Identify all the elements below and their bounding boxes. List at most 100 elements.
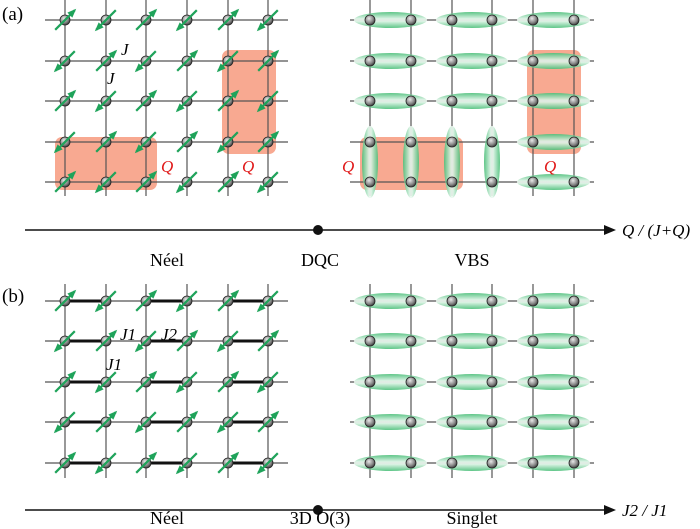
spin-arrow-icon bbox=[175, 452, 198, 475]
lattice-site bbox=[405, 295, 417, 307]
lattice-site bbox=[568, 376, 580, 388]
spin-arrow-icon bbox=[175, 9, 198, 32]
lattice-site bbox=[405, 95, 417, 107]
spin-arrow-head bbox=[94, 184, 104, 194]
spin-arrow-icon bbox=[176, 49, 199, 72]
coupling-label-j1-vertical: J1 bbox=[106, 355, 122, 374]
lattice-site bbox=[405, 416, 417, 428]
spin-arrow-icon bbox=[54, 451, 77, 474]
spin-arrow-head bbox=[256, 384, 266, 394]
spin-arrow-icon bbox=[216, 131, 239, 154]
lattice-site bbox=[446, 55, 458, 67]
spin-arrow-head bbox=[134, 144, 144, 154]
lattice-site bbox=[364, 176, 376, 188]
spin-arrow-icon bbox=[54, 170, 77, 193]
spin-arrow-head bbox=[216, 343, 226, 353]
spin-arrow-icon bbox=[95, 410, 118, 433]
spin-arrow-head bbox=[230, 289, 240, 299]
lattice-site bbox=[486, 335, 498, 347]
spin-arrow-icon bbox=[53, 50, 76, 73]
spin-arrow-head bbox=[189, 329, 199, 339]
axis-b-arrowhead-icon bbox=[604, 505, 616, 515]
spin-arrow-head bbox=[134, 424, 144, 434]
lattice-site bbox=[446, 376, 458, 388]
axis-b-label: J2 / J1 bbox=[622, 501, 667, 520]
lattice-site bbox=[568, 457, 580, 469]
lattice-site bbox=[405, 335, 417, 347]
spin-arrow-icon bbox=[94, 9, 117, 32]
lattice-site bbox=[486, 176, 498, 188]
spin-arrow-icon bbox=[257, 49, 280, 72]
spin-arrow-icon bbox=[216, 411, 239, 434]
spin-arrow-icon bbox=[134, 411, 157, 434]
lattice-site bbox=[568, 55, 580, 67]
spin-arrow-head bbox=[189, 410, 199, 420]
spin-arrow-head bbox=[67, 8, 77, 18]
lattice-site bbox=[405, 136, 417, 148]
spin-arrow-icon bbox=[54, 289, 77, 312]
spin-arrow-head bbox=[53, 63, 63, 73]
spin-arrow-head bbox=[94, 103, 104, 113]
spin-arrow-head bbox=[67, 170, 77, 180]
spin-arrow-head bbox=[53, 144, 63, 154]
lattice-site bbox=[486, 376, 498, 388]
spin-arrow-icon bbox=[256, 290, 279, 313]
coupling-label-j1-horizontal: J1 bbox=[120, 325, 136, 344]
spin-arrow-head bbox=[256, 184, 266, 194]
spin-arrow-icon bbox=[135, 451, 158, 474]
lattice-site bbox=[446, 136, 458, 148]
spin-arrow-icon bbox=[135, 289, 158, 312]
spin-arrow-icon bbox=[94, 290, 117, 313]
spin-arrow-head bbox=[256, 103, 266, 113]
spin-arrow-head bbox=[216, 144, 226, 154]
spin-arrow-head bbox=[189, 49, 199, 59]
plaquette-label-q: Q bbox=[342, 157, 354, 176]
spin-arrow-icon bbox=[95, 130, 118, 153]
spin-arrow-head bbox=[270, 49, 280, 59]
lattice-site bbox=[568, 335, 580, 347]
plaquette-label-q: Q bbox=[161, 157, 173, 176]
spin-arrow-head bbox=[189, 130, 199, 140]
spin-arrow-head bbox=[134, 63, 144, 73]
lattice-site bbox=[446, 295, 458, 307]
spin-arrow-icon bbox=[257, 130, 280, 153]
spin-arrow-head bbox=[148, 370, 158, 380]
spin-arrow-head bbox=[108, 329, 118, 339]
spin-arrow-icon bbox=[256, 171, 279, 194]
plaquette-label-q: Q bbox=[242, 157, 254, 176]
spin-arrow-icon bbox=[256, 371, 279, 394]
spin-arrow-icon bbox=[135, 8, 158, 31]
plaquette-highlight bbox=[222, 50, 276, 154]
spin-arrow-head bbox=[53, 424, 63, 434]
phase-label-neel-a: Néel bbox=[150, 250, 184, 270]
lattice-site bbox=[446, 416, 458, 428]
spin-arrow-head bbox=[175, 103, 185, 113]
axis-a-arrowhead-icon bbox=[604, 225, 616, 235]
spin-arrow-head bbox=[67, 451, 77, 461]
spin-arrow-icon bbox=[176, 130, 199, 153]
spin-arrow-icon bbox=[176, 329, 199, 352]
lattice-site bbox=[568, 14, 580, 26]
lattice-site bbox=[364, 14, 376, 26]
spin-arrow-icon bbox=[176, 410, 199, 433]
spin-arrow-icon bbox=[54, 8, 77, 31]
lattice-site bbox=[527, 55, 539, 67]
spin-arrow-head bbox=[94, 465, 104, 475]
lattice-site bbox=[446, 176, 458, 188]
spin-arrow-head bbox=[216, 424, 226, 434]
lattice-site bbox=[364, 457, 376, 469]
critical-point-b bbox=[313, 505, 323, 515]
spin-arrow-head bbox=[94, 22, 104, 32]
lattice-site bbox=[486, 95, 498, 107]
critical-point-a bbox=[313, 225, 323, 235]
lattice-site bbox=[405, 376, 417, 388]
lattice-site bbox=[527, 416, 539, 428]
phase-label-vbs: VBS bbox=[454, 250, 489, 270]
spin-arrow-head bbox=[148, 8, 158, 18]
spin-arrow-icon bbox=[95, 49, 118, 72]
lattice-site bbox=[364, 295, 376, 307]
lattice-site bbox=[527, 335, 539, 347]
spin-arrow-icon bbox=[134, 330, 157, 353]
